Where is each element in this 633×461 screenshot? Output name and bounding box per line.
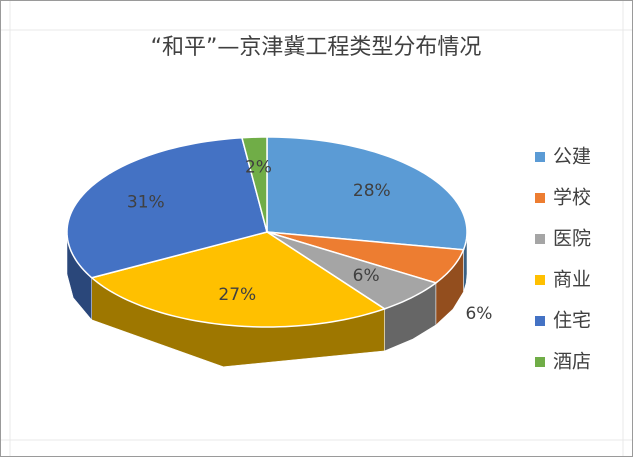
data-label: 27% [218, 285, 256, 305]
data-label: 6% [353, 266, 380, 286]
pie-slice [240, 136, 268, 233]
data-label: 31% [127, 193, 165, 213]
pie-slice [266, 136, 468, 251]
pie-slice [266, 231, 438, 310]
data-label: 2% [245, 158, 272, 178]
chart-title: “和平”—京津冀工程类型分布情况 [151, 35, 482, 60]
legend-label: 学校 [553, 187, 591, 209]
legend-label: 公建 [553, 146, 591, 168]
legend-swatch [535, 234, 545, 244]
legend-swatch [535, 152, 545, 162]
legend-label: 住宅 [553, 310, 591, 332]
legend-swatch [535, 275, 545, 285]
legend-swatch [535, 316, 545, 326]
pie-slice [66, 136, 268, 279]
pie-slice [90, 231, 387, 328]
legend-label: 医院 [553, 228, 591, 250]
legend-swatch [535, 357, 545, 367]
data-label: 28% [353, 181, 391, 201]
legend-label: 商业 [553, 269, 591, 291]
data-label: 6% [465, 304, 492, 324]
pie-slice [266, 231, 465, 284]
legend-swatch [535, 193, 545, 203]
legend-label: 酒店 [553, 351, 591, 373]
